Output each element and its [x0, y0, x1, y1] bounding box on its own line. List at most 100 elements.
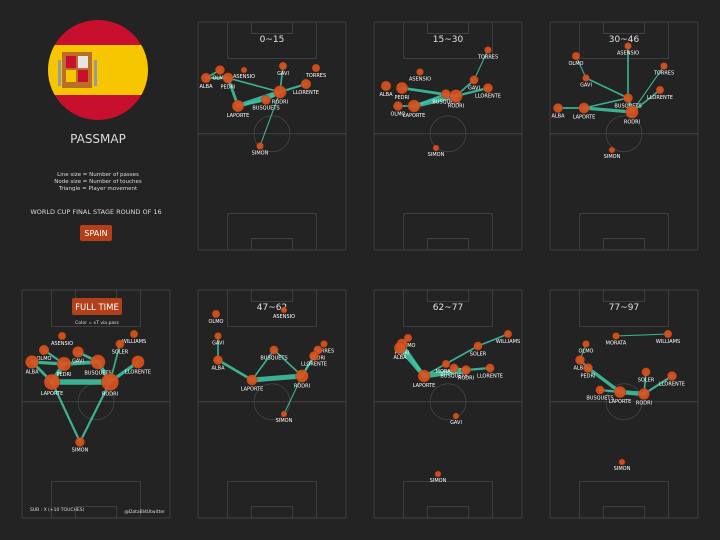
info-panel: PASSMAP Line size = Number of passes Nod…: [30, 20, 162, 241]
player-label: ASENSIO: [51, 341, 73, 347]
panel-title: 30~46: [609, 35, 640, 45]
player-label: WILLIAMS: [496, 339, 520, 345]
player-node: [612, 332, 620, 340]
player-label: LLORENTE: [125, 369, 151, 375]
player-label: PEDRI: [581, 374, 596, 380]
bottom-penalty-box: [579, 213, 669, 251]
player-label: MORATA: [436, 369, 457, 375]
player-node: [214, 332, 222, 340]
player-node: [256, 142, 264, 150]
player-node: [434, 470, 442, 478]
player-label: GAVI: [72, 359, 84, 365]
bottom-penalty-box: [227, 213, 317, 251]
player-label: SIMON: [428, 152, 445, 158]
player-label: SIMON: [252, 151, 269, 157]
player-label: GAVI: [277, 71, 289, 77]
color-note: Color = xT via pass: [75, 320, 119, 326]
player-label: ASENSIO: [617, 51, 639, 57]
centre-circle: [429, 115, 467, 153]
player-node: [278, 61, 288, 71]
pass-edge: [78, 380, 112, 444]
player-node: [473, 341, 483, 351]
player-node: [129, 329, 139, 339]
top-six-yard-box: [250, 289, 294, 302]
top-six-yard-box: [602, 21, 646, 34]
player-node: [655, 85, 665, 95]
player-node: [38, 344, 50, 356]
player-label: BUSQUETS: [432, 100, 459, 106]
player-node: [432, 144, 440, 152]
player-node: [449, 89, 463, 103]
player-node: [613, 385, 627, 399]
player-node: [578, 102, 590, 114]
player-node: [407, 99, 421, 113]
player-label: TORRES: [313, 349, 334, 355]
player-node: [72, 346, 84, 358]
player-node: [90, 354, 106, 370]
player-label: BUSQUETS: [586, 395, 613, 401]
team-badge: [80, 225, 112, 241]
player-label: TORRES: [305, 73, 326, 79]
player-node: [485, 363, 495, 373]
player-label: ALBA: [393, 355, 407, 361]
player-node: [484, 46, 492, 54]
player-node: [663, 329, 673, 339]
centre-circle: [253, 115, 291, 153]
player-label: WILLIAMS: [656, 339, 680, 345]
player-label: LLORENTE: [659, 382, 685, 388]
pass-edge: [251, 349, 275, 381]
player-label: TORRES: [653, 71, 674, 77]
panel-title: 77~97: [609, 303, 639, 313]
player-node: [595, 385, 605, 395]
pass-edge: [421, 367, 469, 379]
player-node: [231, 99, 245, 113]
player-label: LAPORTE: [227, 113, 250, 119]
pitch-panel-2: 30~46 ASENSIO OLMO TORRES GAVI LLORENTE BUSQUE…: [549, 21, 699, 251]
pitch-outline: [197, 21, 347, 251]
top-six-yard-box: [250, 21, 294, 34]
spain-flag-icon: [48, 20, 148, 120]
player-node: [393, 101, 403, 111]
centre-circle: [429, 383, 467, 421]
player-node: [583, 363, 593, 373]
player-label: SIMON: [276, 418, 293, 424]
player-node: [311, 63, 321, 73]
player-node: [449, 363, 459, 373]
page-title: PASSMAP: [70, 132, 126, 146]
player-label: SOLER: [112, 349, 129, 355]
team-label: SPAIN: [84, 229, 107, 238]
player-label: LAPORTE: [573, 114, 596, 120]
player-node: [75, 437, 85, 447]
player-node: [575, 355, 585, 365]
player-node: [503, 329, 513, 339]
player-label: SIMON: [614, 466, 631, 472]
pass-edge: [283, 375, 303, 415]
player-label: LAPORTE: [609, 399, 632, 405]
player-label: ALBA: [25, 370, 39, 376]
player-node: [246, 374, 258, 386]
player-label: SIMON: [604, 154, 621, 160]
player-label: GAVI: [580, 83, 592, 89]
player-node: [667, 371, 677, 381]
player-label: GAVI: [212, 341, 224, 347]
player-label: BUSQUETS: [252, 106, 279, 112]
player-label: RODRI: [448, 103, 464, 109]
player-label: RODRI: [294, 383, 310, 389]
player-node: [213, 355, 223, 365]
pitch-outline: [373, 21, 523, 251]
player-node: [416, 68, 424, 76]
player-node: [25, 355, 39, 369]
pitch-panel-3: ASENSIO WILLIAMS SOLER OLMO GAVI ALBA PEDRI BUS…: [21, 289, 171, 519]
player-node: [483, 83, 493, 93]
panel-title: 0~15: [260, 35, 285, 45]
pitch-outline: [373, 289, 523, 519]
legend-triangle: Triangle = Player movement: [58, 186, 138, 192]
player-node: [417, 369, 431, 383]
player-label: OLMO: [209, 319, 224, 325]
player-node: [608, 146, 616, 154]
player-node: [211, 309, 221, 319]
bottom-six-yard-box: [74, 506, 118, 519]
sub-note: SUB : X (+10 TOUCHES): [30, 507, 85, 513]
player-label: ALBA: [573, 366, 587, 372]
